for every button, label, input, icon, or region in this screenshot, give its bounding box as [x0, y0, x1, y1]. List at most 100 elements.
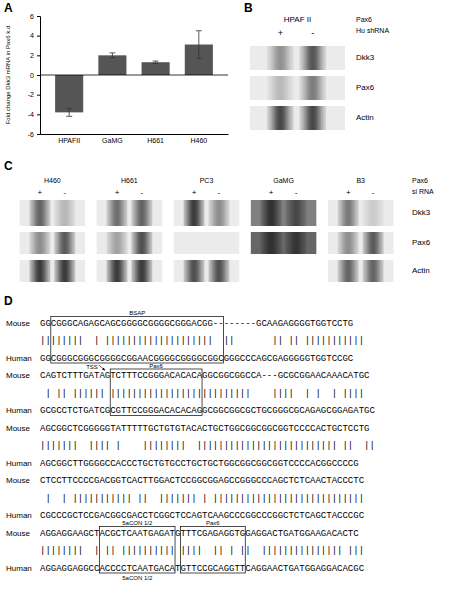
blot-title: HPAF II	[284, 15, 311, 24]
y-tick-label: -2	[28, 91, 34, 98]
side-label: Hu shRNA	[356, 27, 389, 34]
group-label: GaMG	[273, 177, 294, 184]
error-bar-line	[109, 52, 115, 53]
blot-band	[267, 106, 294, 130]
annotation-label: TSS	[86, 364, 98, 370]
blot-background	[97, 260, 163, 282]
x-axis: HPAFIIGaMGH661H460	[41, 134, 229, 144]
blot-band	[338, 200, 359, 226]
blot-group: GaMG+-	[251, 177, 317, 254]
species-label: Human	[6, 406, 32, 415]
blot-band	[363, 260, 384, 282]
blot-band	[131, 232, 152, 254]
y-tick: -2	[28, 91, 40, 98]
y-axis-line	[37, 17, 41, 135]
blot-background	[251, 232, 317, 254]
species-label: Mouse	[6, 529, 31, 538]
y-tick-mark	[37, 134, 40, 135]
blot-row	[250, 106, 345, 130]
group-label: H661	[121, 177, 138, 184]
blot-band	[299, 46, 326, 70]
annotation-label: Pax6	[206, 520, 220, 526]
lane-label: -	[63, 188, 66, 197]
blot-background	[20, 232, 86, 254]
y-tick-mark	[37, 95, 40, 96]
x-tick: GaMG	[102, 134, 123, 144]
error-bar-line	[153, 63, 159, 64]
blot-band	[106, 260, 127, 282]
sequence: GGCGGGCAGAGCAGCGGGGCGGGGCGGGACGG--------…	[40, 319, 353, 329]
blot-band	[54, 200, 75, 226]
zero-line	[40, 75, 228, 76]
group-label: PC3	[200, 177, 214, 184]
blot-band	[184, 232, 205, 254]
blot-background	[97, 232, 163, 254]
blot-background	[250, 106, 345, 130]
blot-background	[174, 232, 240, 254]
error-bar-line	[66, 108, 72, 109]
blot-background	[250, 76, 345, 100]
blot-band	[338, 232, 359, 254]
plot-area	[55, 31, 213, 117]
y-tick-label: 6	[30, 13, 34, 20]
blot-band	[267, 76, 294, 100]
lane-label: -	[311, 28, 314, 38]
blot-background	[174, 260, 240, 282]
blot-band	[208, 260, 229, 282]
bar	[98, 55, 126, 75]
row-label: Actin	[412, 266, 430, 275]
error-bars	[66, 31, 202, 117]
error-bar	[66, 108, 72, 116]
sequence: AGCGGCTCGGGGGTATTTTTGCTGTGTACACTGCTGGCGG…	[40, 424, 369, 434]
y-tick: -6	[28, 131, 40, 138]
annotation-box	[110, 369, 202, 416]
error-bar-line	[196, 30, 202, 31]
annotation-label: 5aCON 1/2	[122, 520, 153, 526]
row-label: Pax6	[356, 83, 375, 92]
x-tick-label: H460	[190, 137, 207, 144]
annotation-label: BSAP	[129, 310, 145, 316]
blot-background	[20, 200, 86, 226]
y-tick: 2	[30, 52, 40, 59]
blot-band	[261, 232, 282, 254]
y-axis: -6-4-20246	[28, 13, 41, 138]
species-label: Human	[6, 354, 32, 363]
sequence: GCGCCTCTGATCGCGTTCCGGGACACACAGGCGGCGGCGC…	[40, 406, 375, 416]
sequence: GGCGGGCGGGCGGGGCGGAACGGGGCGGGGCGGCGGGCCC…	[40, 354, 354, 364]
annotation-arrow	[99, 365, 105, 370]
error-bar-line	[153, 61, 159, 62]
lane-label: -	[141, 188, 144, 197]
row-label: Dkk3	[356, 53, 375, 62]
side-label: si RNA	[412, 188, 434, 195]
blot-band	[29, 232, 50, 254]
y-tick-label: -4	[28, 111, 34, 118]
y-tick-label: 0	[30, 72, 34, 79]
blot-background	[328, 232, 394, 254]
blot-background	[174, 200, 240, 226]
error-bar-line	[66, 116, 72, 117]
panel-a: -6-4-20246HPAFIIGaMGH661H460Fold change …	[5, 13, 229, 144]
blot-row	[250, 76, 345, 100]
blot-group: H460+-	[20, 177, 86, 282]
panel-d: Mouse GGCGGGCAGAGCAGCGGGGCGGGGCGGGACGG---…	[6, 310, 375, 580]
x-tick-label: HPAFII	[58, 137, 80, 144]
sequence: CGCCCGCTCCGACGGCGACCTCGGCTCCAGTCAAGCCCGG…	[40, 511, 365, 521]
blot-band	[131, 260, 152, 282]
blot-background	[97, 200, 163, 226]
blot-background	[328, 260, 394, 282]
panel-letter: A	[4, 1, 13, 15]
bar	[55, 75, 83, 112]
lane-label: -	[218, 188, 221, 197]
error-bar-line	[196, 58, 202, 59]
annotation-box	[51, 317, 224, 364]
side-label: Pax6	[356, 16, 372, 23]
species-label: Mouse	[6, 476, 31, 485]
lane-label: -	[372, 188, 375, 197]
y-tick-mark	[37, 16, 40, 17]
blot-band	[106, 200, 127, 226]
species-label: Mouse	[6, 424, 31, 433]
figure: A-6-4-20246HPAFIIGaMGH661H460Fold change…	[0, 0, 474, 590]
error-bar	[196, 31, 202, 59]
blot-background	[20, 260, 86, 282]
sequence: | | ||||||||||| || ||||||| | |||||||||||…	[40, 494, 364, 504]
